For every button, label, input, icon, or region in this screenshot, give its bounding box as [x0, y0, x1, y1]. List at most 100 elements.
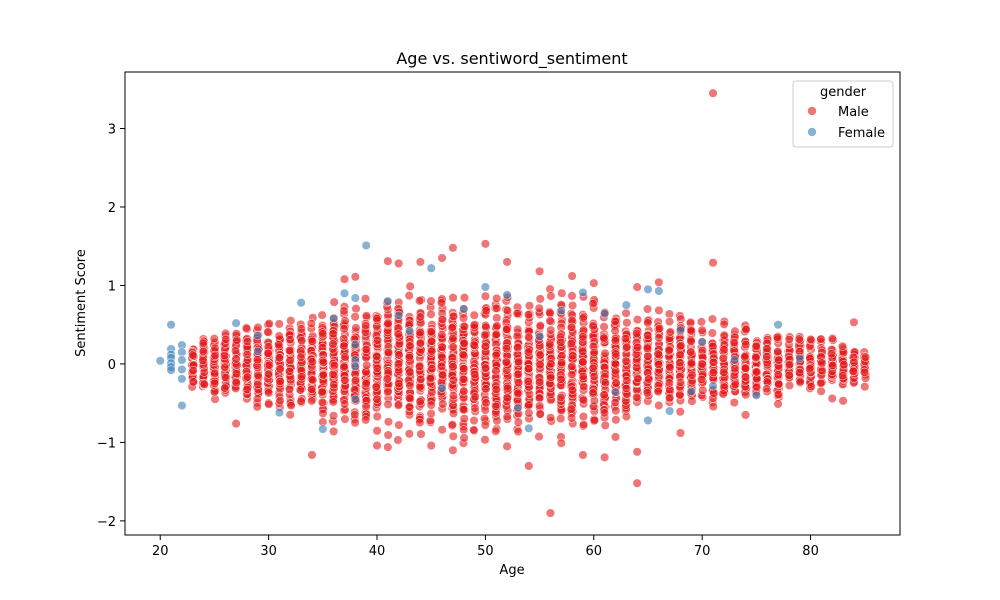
data-point-male — [329, 411, 339, 421]
data-point-male — [328, 397, 338, 407]
data-point-female — [610, 387, 621, 397]
data-point-male — [599, 408, 610, 418]
data-point-male — [514, 357, 524, 367]
data-point-male — [708, 88, 718, 98]
data-point-male — [546, 325, 556, 335]
data-point-female — [426, 263, 436, 273]
data-point-male — [513, 343, 523, 353]
data-point-male — [393, 359, 404, 369]
legend-marker-female — [807, 127, 817, 137]
data-point-male — [263, 348, 273, 358]
data-point-male — [523, 310, 534, 320]
data-point-male — [545, 316, 555, 326]
legend-label-female: Female — [838, 126, 885, 141]
data-point-male — [816, 334, 826, 344]
data-point-male — [523, 347, 534, 357]
data-point-male — [837, 341, 848, 351]
data-point-male — [307, 336, 317, 346]
data-point-male — [307, 357, 317, 367]
data-point-male — [469, 310, 479, 320]
data-point-male — [437, 352, 447, 362]
data-point-male — [675, 390, 685, 400]
legend: gender Male Female — [792, 80, 894, 148]
y-tick-label: −1 — [97, 436, 116, 451]
data-point-male — [546, 413, 556, 423]
data-point-male — [806, 334, 816, 344]
data-point-male — [480, 435, 490, 445]
data-point-female — [773, 320, 783, 330]
data-point-male — [415, 362, 425, 372]
data-point-male — [491, 384, 501, 394]
data-point-male — [588, 363, 598, 373]
data-point-female — [166, 365, 176, 375]
data-point-male — [415, 296, 425, 306]
data-point-male — [524, 408, 534, 418]
data-point-female — [578, 287, 588, 298]
data-point-male — [589, 347, 599, 358]
data-point-male — [566, 322, 577, 332]
data-point-male — [448, 391, 458, 401]
data-point-male — [416, 374, 426, 384]
data-point-male — [578, 313, 588, 323]
data-point-male — [242, 372, 252, 382]
data-point-male — [393, 435, 403, 445]
data-point-male — [253, 370, 263, 380]
data-point-male — [404, 291, 414, 301]
data-point-male — [611, 406, 621, 416]
data-point-male — [740, 410, 751, 420]
data-point-male — [588, 299, 598, 309]
data-point-male — [675, 358, 685, 368]
data-point-male — [784, 370, 794, 380]
data-point-male — [459, 414, 469, 424]
data-point-male — [372, 426, 382, 436]
data-point-male — [426, 409, 436, 419]
legend-marker-male — [807, 106, 817, 116]
data-point-male — [480, 363, 490, 373]
data-point-male — [383, 417, 393, 427]
data-point-male — [448, 362, 458, 372]
data-point-male — [611, 415, 621, 425]
data-point-female — [708, 381, 718, 391]
data-point-male — [502, 305, 513, 316]
data-point-male — [383, 399, 393, 409]
data-point-male — [620, 334, 631, 344]
data-point-male — [350, 272, 360, 282]
data-point-male — [274, 331, 284, 341]
data-point-male — [751, 352, 761, 363]
data-point-male — [567, 413, 577, 423]
data-point-male — [437, 361, 447, 371]
data-point-male — [535, 350, 545, 360]
data-point-male — [556, 438, 566, 448]
data-point-male — [794, 334, 804, 344]
data-point-male — [676, 341, 686, 351]
data-point-male — [317, 397, 327, 408]
data-point-male — [198, 338, 208, 348]
data-point-male — [827, 393, 837, 404]
data-point-male — [416, 429, 426, 439]
data-point-female — [643, 415, 653, 425]
data-point-male — [774, 379, 784, 389]
data-point-male — [491, 366, 501, 376]
data-point-male — [188, 350, 198, 360]
data-point-male — [816, 386, 826, 396]
data-point-male — [284, 384, 295, 394]
data-point-male — [285, 355, 295, 365]
data-point-female — [502, 290, 512, 300]
data-point-male — [382, 374, 392, 384]
data-point-male — [600, 452, 610, 462]
data-point-male — [772, 332, 782, 343]
data-point-male — [502, 393, 512, 403]
data-point-female — [535, 331, 545, 342]
data-point-male — [491, 350, 501, 360]
data-point-male — [762, 352, 772, 362]
data-point-male — [231, 354, 241, 364]
data-point-male — [816, 378, 826, 388]
data-point-male — [643, 351, 653, 361]
data-point-male — [199, 367, 209, 377]
data-point-male — [502, 412, 512, 422]
data-point-male — [848, 366, 858, 376]
data-point-male — [306, 319, 316, 329]
data-point-female — [643, 284, 653, 294]
data-point-male — [805, 364, 815, 374]
data-point-male — [469, 416, 479, 426]
